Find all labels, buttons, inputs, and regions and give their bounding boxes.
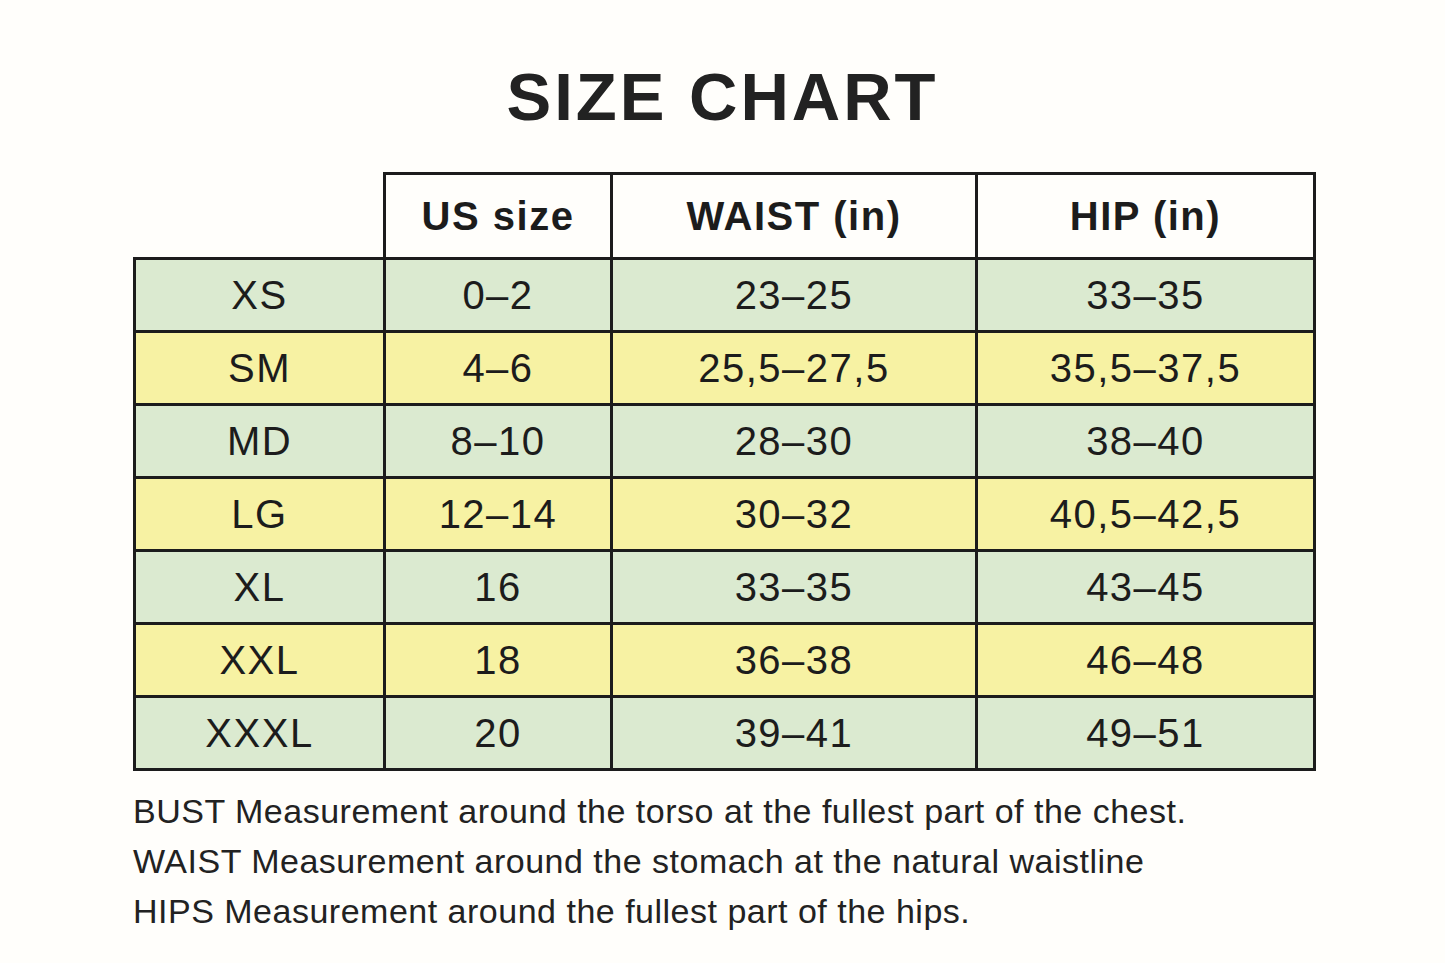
cell-us: 20 xyxy=(385,697,612,770)
cell-waist: 28–30 xyxy=(612,405,977,478)
cell-waist: 23–25 xyxy=(612,259,977,332)
cell-hip: 43–45 xyxy=(977,551,1315,624)
size-chart-page: SIZE CHART US size WAIST (in) HIP (in) X… xyxy=(0,0,1445,963)
measurement-notes: BUST Measurement around the torso at the… xyxy=(133,786,1333,936)
cell-size: LG xyxy=(135,478,385,551)
cell-hip: 38–40 xyxy=(977,405,1315,478)
cell-us: 0–2 xyxy=(385,259,612,332)
note-hips: HIPS Measurement around the fullest part… xyxy=(133,886,1333,936)
cell-us: 18 xyxy=(385,624,612,697)
cell-hip: 49–51 xyxy=(977,697,1315,770)
cell-us: 8–10 xyxy=(385,405,612,478)
table-row-md: MD 8–10 28–30 38–40 xyxy=(135,405,1315,478)
table-row-lg: LG 12–14 30–32 40,5–42,5 xyxy=(135,478,1315,551)
table-header: US size WAIST (in) HIP (in) xyxy=(135,174,1315,259)
column-header-hip: HIP (in) xyxy=(977,174,1315,259)
cell-size: SM xyxy=(135,332,385,405)
table-row-xxxl: XXXL 20 39–41 49–51 xyxy=(135,697,1315,770)
cell-size: XL xyxy=(135,551,385,624)
cell-us: 12–14 xyxy=(385,478,612,551)
cell-waist: 36–38 xyxy=(612,624,977,697)
cell-size: XXL xyxy=(135,624,385,697)
cell-waist: 33–35 xyxy=(612,551,977,624)
column-header-us-size: US size xyxy=(385,174,612,259)
cell-hip: 46–48 xyxy=(977,624,1315,697)
page-title: SIZE CHART xyxy=(0,58,1445,135)
cell-hip: 35,5–37,5 xyxy=(977,332,1315,405)
cell-waist: 39–41 xyxy=(612,697,977,770)
column-header-waist: WAIST (in) xyxy=(612,174,977,259)
note-waist: WAIST Measurement around the stomach at … xyxy=(133,836,1333,886)
cell-hip: 40,5–42,5 xyxy=(977,478,1315,551)
cell-size: MD xyxy=(135,405,385,478)
header-corner-empty xyxy=(135,174,385,259)
table-row-xxl: XXL 18 36–38 46–48 xyxy=(135,624,1315,697)
size-chart-table: US size WAIST (in) HIP (in) XS 0–2 23–25… xyxy=(133,172,1316,771)
table-row-xs: XS 0–2 23–25 33–35 xyxy=(135,259,1315,332)
cell-waist: 30–32 xyxy=(612,478,977,551)
cell-waist: 25,5–27,5 xyxy=(612,332,977,405)
cell-us: 16 xyxy=(385,551,612,624)
table-row-sm: SM 4–6 25,5–27,5 35,5–37,5 xyxy=(135,332,1315,405)
cell-hip: 33–35 xyxy=(977,259,1315,332)
note-bust: BUST Measurement around the torso at the… xyxy=(133,786,1333,836)
header-row: US size WAIST (in) HIP (in) xyxy=(135,174,1315,259)
table-row-xl: XL 16 33–35 43–45 xyxy=(135,551,1315,624)
cell-size: XXXL xyxy=(135,697,385,770)
table-body: XS 0–2 23–25 33–35 SM 4–6 25,5–27,5 35,5… xyxy=(135,259,1315,770)
cell-size: XS xyxy=(135,259,385,332)
cell-us: 4–6 xyxy=(385,332,612,405)
